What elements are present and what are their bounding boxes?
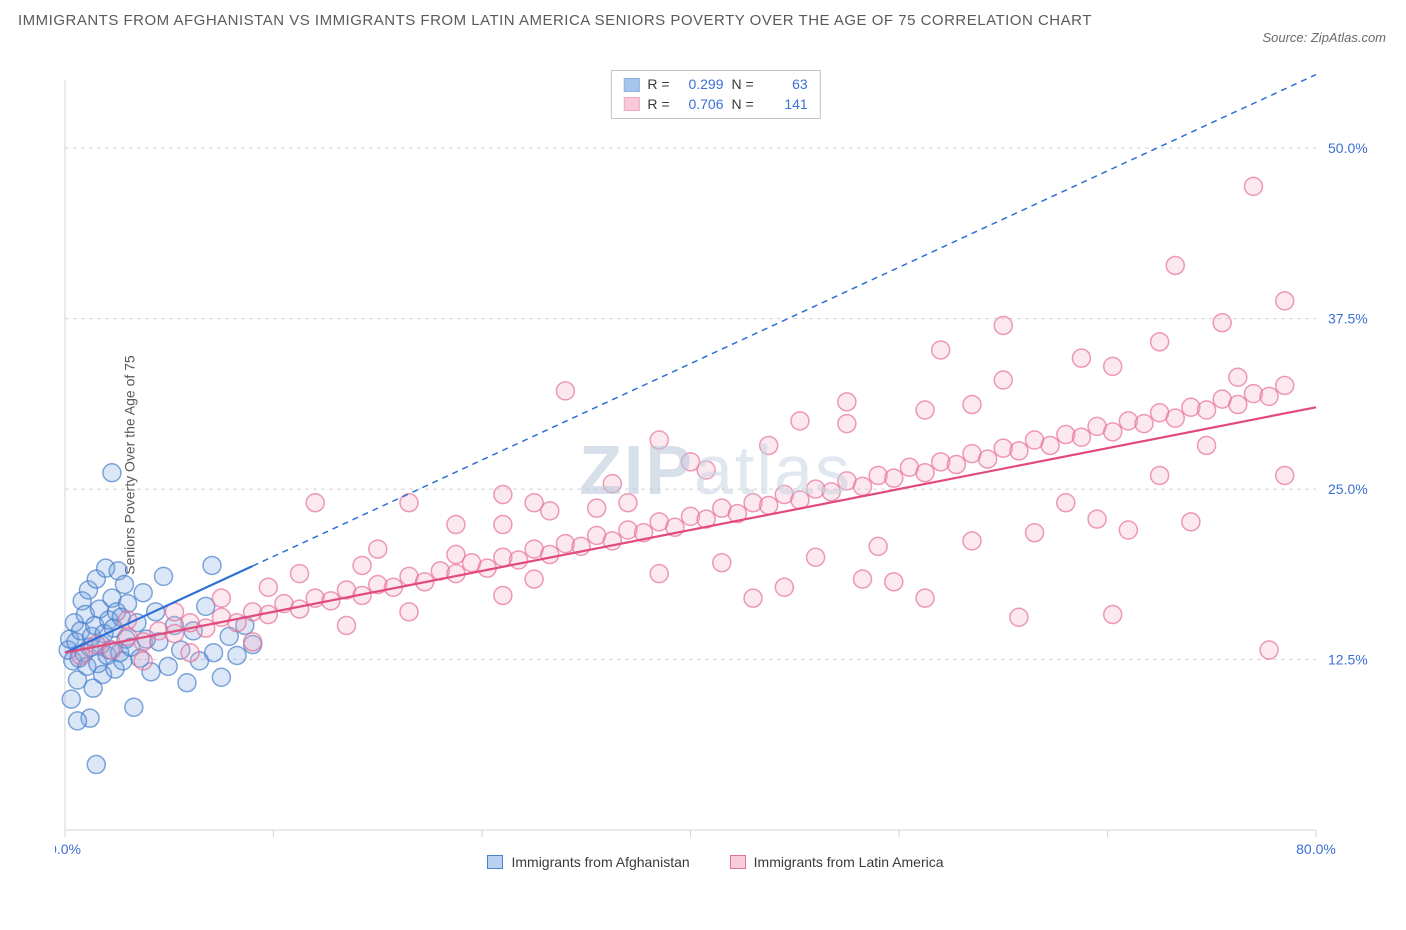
r-value-afghanistan: 0.299 — [678, 75, 724, 95]
legend-swatch — [730, 855, 746, 869]
legend-label: Immigrants from Latin America — [754, 854, 944, 870]
n-label: N = — [732, 95, 754, 115]
legend-item: Immigrants from Latin America — [730, 854, 944, 870]
swatch-latin-america — [623, 97, 639, 111]
legend-swatch — [487, 855, 503, 869]
plot-area: ZIPatlas R = 0.299 N = 63 R = 0.706 N = … — [55, 70, 1376, 870]
n-value-latin-america: 141 — [762, 95, 808, 115]
legend-label: Immigrants from Afghanistan — [511, 854, 689, 870]
swatch-afghanistan — [623, 78, 639, 92]
legend-stats-row: R = 0.299 N = 63 — [623, 75, 807, 95]
legend-bottom: Immigrants from Afghanistan Immigrants fr… — [55, 854, 1376, 870]
svg-text:50.0%: 50.0% — [1328, 140, 1368, 156]
r-label: R = — [647, 95, 669, 115]
svg-text:37.5%: 37.5% — [1328, 311, 1368, 327]
legend-item: Immigrants from Afghanistan — [487, 854, 689, 870]
r-value-latin-america: 0.706 — [678, 95, 724, 115]
legend-stats-box: R = 0.299 N = 63 R = 0.706 N = 141 — [610, 70, 820, 119]
source-label: Source: ZipAtlas.com — [1262, 30, 1386, 45]
scatter-plot: 12.5%25.0%37.5%50.0%0.0%80.0% — [55, 70, 1376, 870]
svg-text:25.0%: 25.0% — [1328, 481, 1368, 497]
n-value-afghanistan: 63 — [762, 75, 808, 95]
svg-text:12.5%: 12.5% — [1328, 652, 1368, 668]
chart-title: IMMIGRANTS FROM AFGHANISTAN VS IMMIGRANT… — [18, 10, 1092, 33]
legend-stats-row: R = 0.706 N = 141 — [623, 95, 807, 115]
n-label: N = — [732, 75, 754, 95]
r-label: R = — [647, 75, 669, 95]
